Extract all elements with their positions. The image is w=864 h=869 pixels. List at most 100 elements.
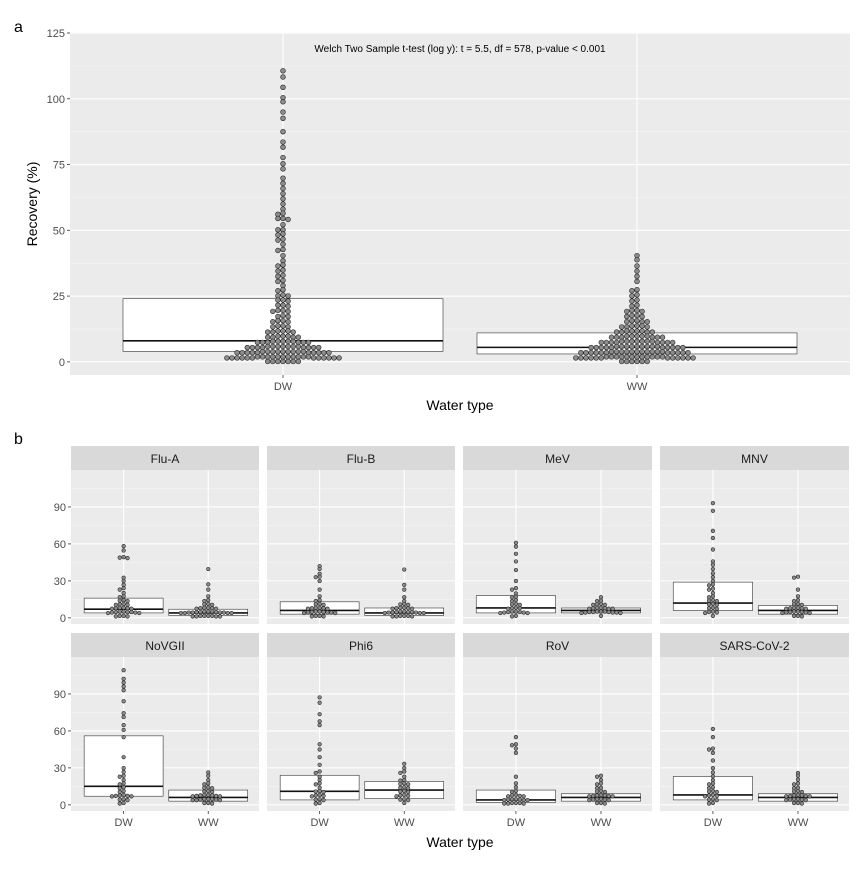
data-point bbox=[398, 785, 403, 790]
data-point bbox=[206, 605, 211, 610]
data-point bbox=[317, 788, 322, 794]
data-point bbox=[280, 166, 286, 172]
data-point bbox=[591, 609, 596, 615]
data-point bbox=[259, 348, 266, 355]
data-point bbox=[194, 609, 199, 615]
data-point bbox=[634, 302, 640, 308]
data-point bbox=[780, 610, 785, 616]
data-point bbox=[280, 348, 286, 355]
data-point bbox=[659, 354, 666, 360]
data-point bbox=[394, 794, 399, 799]
data-point bbox=[210, 609, 215, 614]
data-point bbox=[513, 785, 519, 790]
data-point bbox=[513, 734, 519, 740]
data-point bbox=[795, 788, 801, 794]
data-point bbox=[795, 781, 801, 786]
x-tick-label: WW bbox=[627, 381, 648, 393]
data-point bbox=[280, 354, 286, 360]
data-point bbox=[513, 613, 519, 618]
data-point bbox=[285, 333, 291, 339]
data-point bbox=[675, 344, 681, 351]
data-point bbox=[317, 574, 322, 579]
data-point bbox=[336, 355, 342, 361]
y-tick-label: 60 bbox=[54, 726, 66, 738]
data-point bbox=[710, 566, 716, 572]
data-point bbox=[706, 606, 712, 611]
data-point bbox=[629, 338, 635, 345]
data-point bbox=[321, 609, 326, 615]
data-point bbox=[594, 797, 600, 802]
data-point bbox=[685, 350, 691, 356]
data-point bbox=[121, 800, 126, 806]
data-point bbox=[598, 609, 604, 614]
data-point bbox=[198, 797, 203, 802]
data-point bbox=[413, 610, 419, 615]
data-point bbox=[121, 586, 126, 591]
data-point bbox=[509, 595, 515, 600]
data-point bbox=[714, 610, 719, 615]
data-point bbox=[634, 358, 640, 365]
data-point bbox=[313, 793, 318, 798]
data-point bbox=[317, 594, 322, 599]
data-point bbox=[417, 610, 422, 616]
data-point bbox=[317, 609, 322, 614]
facet-strip bbox=[463, 633, 652, 657]
data-point bbox=[290, 329, 296, 335]
data-point bbox=[313, 801, 318, 806]
data-point bbox=[517, 793, 522, 798]
data-point bbox=[121, 594, 126, 599]
data-point bbox=[202, 785, 207, 790]
data-point bbox=[206, 597, 211, 603]
data-point bbox=[202, 792, 207, 797]
data-point bbox=[594, 789, 600, 794]
facet-strip-label: MeV bbox=[545, 452, 570, 466]
data-point bbox=[710, 547, 716, 552]
data-point bbox=[791, 789, 797, 794]
data-point bbox=[280, 129, 286, 135]
data-point bbox=[509, 614, 515, 619]
data-point bbox=[121, 766, 126, 771]
data-point bbox=[706, 587, 712, 592]
data-point bbox=[795, 587, 801, 592]
data-point bbox=[313, 782, 318, 787]
data-point bbox=[244, 355, 251, 361]
data-point bbox=[113, 793, 118, 798]
data-point bbox=[313, 575, 318, 580]
data-point bbox=[137, 610, 142, 616]
data-point bbox=[629, 312, 635, 319]
data-point bbox=[121, 601, 126, 607]
data-point bbox=[664, 355, 671, 361]
data-point bbox=[639, 338, 645, 345]
facet-rov: RoV DW WW bbox=[463, 633, 652, 829]
data-point bbox=[634, 323, 640, 329]
data-point bbox=[644, 358, 650, 365]
data-point bbox=[121, 578, 126, 584]
data-point bbox=[280, 144, 286, 150]
data-point bbox=[788, 609, 793, 615]
data-point bbox=[610, 610, 615, 615]
data-point bbox=[618, 354, 625, 360]
data-point bbox=[502, 610, 507, 615]
data-point bbox=[608, 334, 615, 340]
data-point bbox=[398, 789, 403, 794]
data-point bbox=[613, 354, 620, 360]
data-point bbox=[624, 354, 630, 360]
data-point bbox=[280, 74, 286, 80]
data-point bbox=[331, 355, 337, 361]
data-point bbox=[502, 801, 507, 806]
data-point bbox=[594, 800, 600, 806]
data-point bbox=[398, 605, 403, 610]
data-point bbox=[275, 333, 281, 339]
data-point bbox=[509, 609, 515, 614]
data-point bbox=[305, 344, 312, 351]
data-point bbox=[398, 797, 403, 802]
data-point bbox=[290, 354, 296, 360]
data-point bbox=[791, 605, 797, 610]
data-point bbox=[513, 742, 519, 747]
data-point bbox=[285, 293, 291, 299]
data-point bbox=[244, 344, 251, 351]
data-point bbox=[513, 578, 519, 584]
x-tick-label: WW bbox=[394, 817, 415, 829]
data-point bbox=[290, 358, 296, 365]
data-point bbox=[121, 734, 126, 740]
